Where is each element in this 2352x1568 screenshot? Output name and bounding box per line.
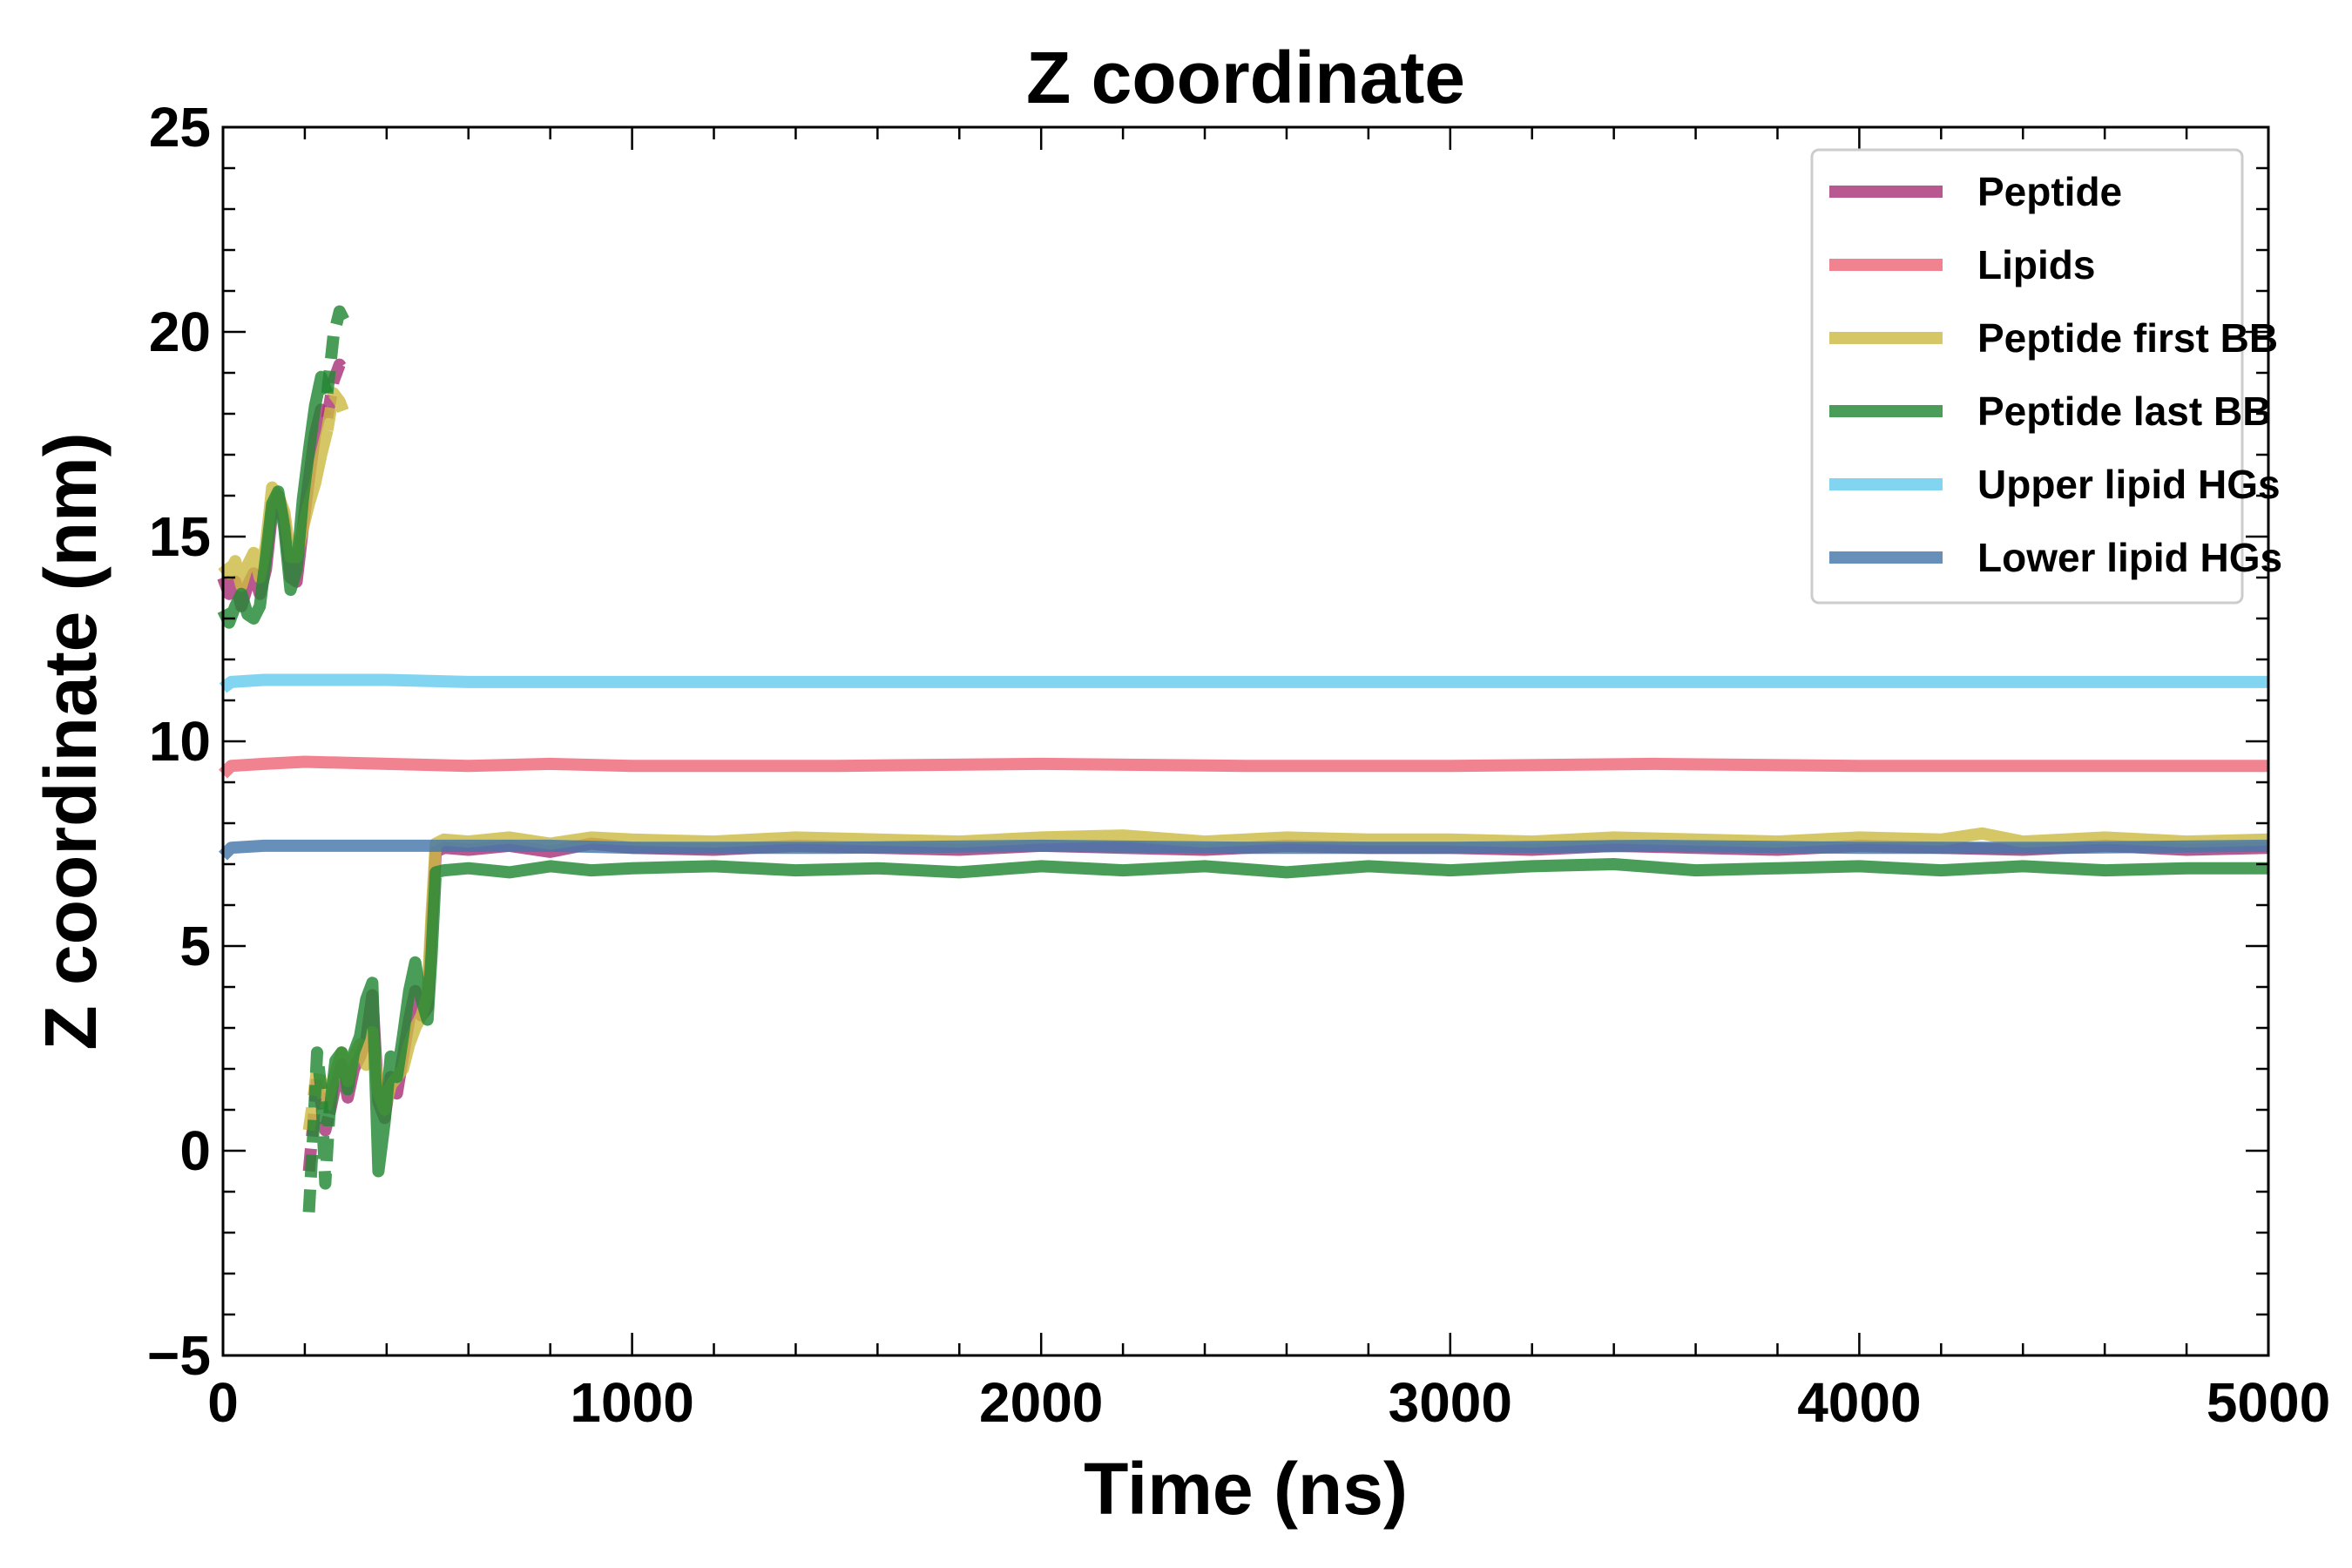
x-tick-label: 1000 bbox=[570, 1371, 693, 1434]
x-axis-title: Time (ns) bbox=[1084, 1448, 1408, 1530]
series-line-3-segment-0 bbox=[217, 370, 334, 629]
x-tick-label: 2000 bbox=[979, 1371, 1103, 1434]
x-tick-label: 0 bbox=[207, 1371, 239, 1434]
y-tick-labels: −5 0 5 10 15 20 25 bbox=[147, 96, 211, 1387]
series-line-3-segment-3 bbox=[323, 858, 2268, 1178]
series-line-1-segment-0 bbox=[219, 755, 2268, 779]
ticks-layer bbox=[221, 125, 2270, 1357]
x-tick-label: 4000 bbox=[1797, 1371, 1921, 1434]
legend-label: Upper lipid HGs bbox=[1977, 462, 2281, 507]
legend-label: Lipids bbox=[1977, 242, 2095, 287]
legend-label: Peptide last BB bbox=[1977, 389, 2271, 434]
y-tick-label: 5 bbox=[179, 915, 211, 977]
series-line-3-segment-2 bbox=[302, 1046, 336, 1213]
series-layer bbox=[217, 305, 2269, 1213]
legend-label: Peptide first BB bbox=[1977, 315, 2278, 361]
series-line-2-segment-1 bbox=[321, 387, 352, 431]
plot-frame bbox=[221, 125, 2270, 1357]
series-line-5-segment-0 bbox=[219, 839, 2269, 861]
y-tick-label: 0 bbox=[179, 1119, 211, 1182]
legend-label: Peptide bbox=[1977, 169, 2122, 214]
x-tick-label: 3000 bbox=[1389, 1371, 1512, 1434]
x-tick-labels: 0 1000 2000 3000 4000 5000 bbox=[207, 1371, 2330, 1434]
legend-label: Lower lipid HGs bbox=[1977, 535, 2282, 580]
legend: Peptide Lipids Peptide first BB Peptide las… bbox=[1810, 148, 2282, 605]
y-tick-label: 20 bbox=[149, 301, 211, 363]
y-tick-label: 10 bbox=[149, 710, 211, 773]
series-line-3-segment-1 bbox=[321, 305, 352, 395]
y-tick-label: 25 bbox=[149, 96, 211, 159]
y-tick-label: −5 bbox=[147, 1324, 211, 1387]
series-line-4-segment-0 bbox=[219, 673, 2268, 693]
series-line-0-segment-1 bbox=[321, 358, 351, 419]
x-tick-label: 5000 bbox=[2207, 1371, 2330, 1434]
chart-title: Z coordinate bbox=[1026, 37, 1465, 118]
y-axis-title: Z coordinate (nm) bbox=[30, 432, 112, 1050]
y-tick-label: 15 bbox=[149, 505, 211, 568]
